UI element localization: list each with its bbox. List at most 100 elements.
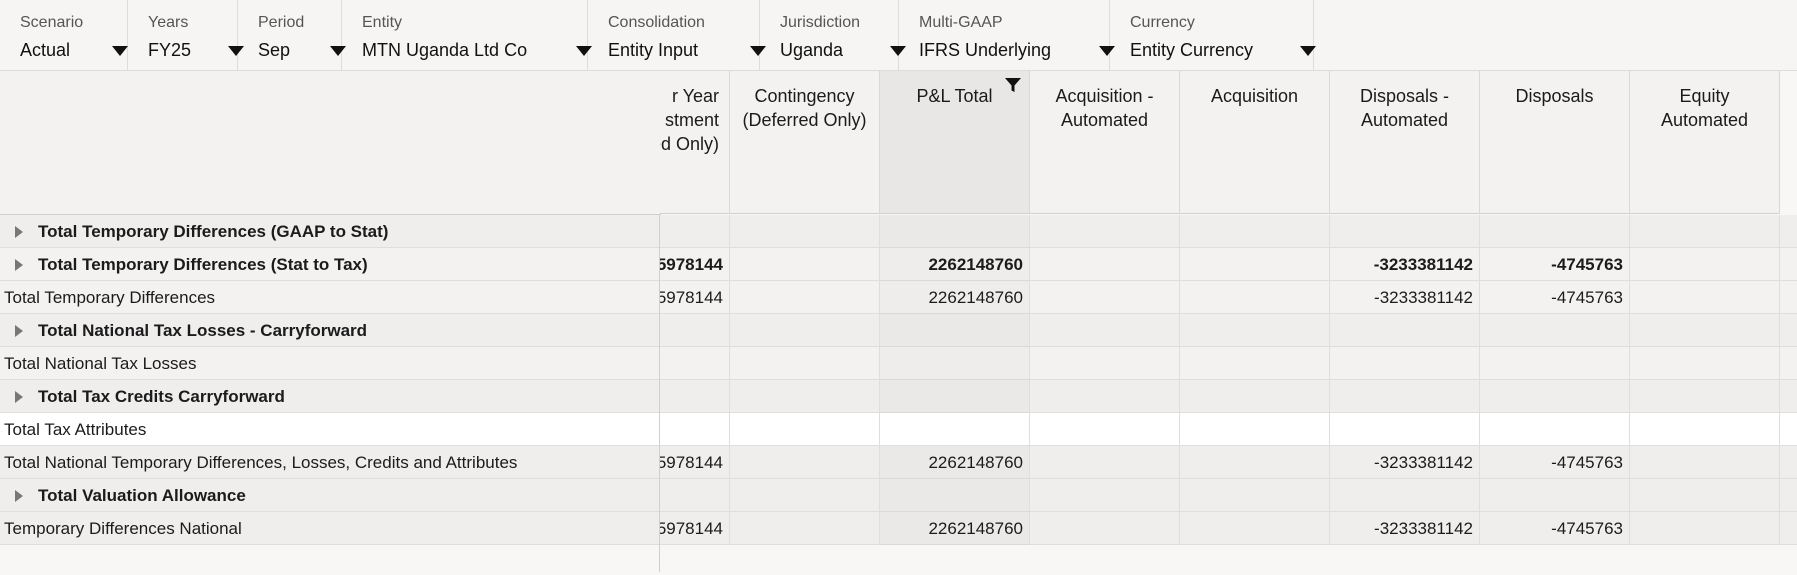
table-cell[interactable] [1180,347,1330,380]
table-cell[interactable] [1630,215,1780,248]
table-cell[interactable] [1180,215,1330,248]
table-cell[interactable]: 2262148760 [880,446,1030,479]
table-cell[interactable] [1180,512,1330,545]
table-cell[interactable] [660,380,730,413]
table-cell[interactable] [1030,512,1180,545]
table-cell[interactable]: 75978144 [660,446,730,479]
table-cell[interactable]: -4745763 [1480,512,1630,545]
row-header[interactable]: Total Temporary Differences (GAAP to Sta… [38,215,388,248]
pov-dropdown-period[interactable]: Period Sep [238,0,346,70]
table-cell[interactable] [1480,380,1630,413]
table-cell[interactable]: -3233381142 [1330,512,1480,545]
table-cell[interactable]: -4745763 [1480,248,1630,281]
table-cell[interactable] [730,446,880,479]
pov-dropdown-currency[interactable]: Currency Entity Currency [1110,0,1316,70]
table-cell[interactable] [880,479,1030,512]
table-cell[interactable] [1180,413,1330,446]
caret-down-icon[interactable] [750,46,766,56]
table-cell[interactable] [1180,380,1330,413]
column-header[interactable]: Acquisition - Automated [1030,71,1180,214]
table-cell[interactable] [1330,215,1480,248]
table-cell[interactable] [1630,479,1780,512]
pov-dropdown-consolidation[interactable]: Consolidation Entity Input [588,0,766,70]
filter-icon[interactable] [1003,75,1023,95]
table-cell[interactable] [1330,380,1480,413]
caret-down-icon[interactable] [576,46,592,56]
caret-down-icon[interactable] [228,46,244,56]
caret-down-icon[interactable] [1099,46,1115,56]
table-cell[interactable] [1630,380,1780,413]
expand-triangle-icon[interactable] [15,259,23,271]
table-cell[interactable]: 75978144 [660,512,730,545]
table-cell[interactable] [1630,413,1780,446]
table-cell[interactable] [880,413,1030,446]
column-header[interactable]: Equity Automated [1630,71,1780,214]
table-cell[interactable] [1480,314,1630,347]
table-cell[interactable] [1480,215,1630,248]
table-cell[interactable] [1630,512,1780,545]
table-cell[interactable] [1030,314,1180,347]
table-cell[interactable]: -3233381142 [1330,281,1480,314]
table-cell[interactable] [880,314,1030,347]
table-cell[interactable] [880,380,1030,413]
table-cell[interactable] [1030,248,1180,281]
caret-down-icon[interactable] [112,46,128,56]
table-cell[interactable] [1330,347,1480,380]
column-header[interactable]: r Year stment ed Only) [660,71,730,214]
table-cell[interactable] [660,314,730,347]
table-cell[interactable] [1630,281,1780,314]
column-header[interactable]: P&L Total [880,71,1030,214]
table-cell[interactable] [1030,413,1180,446]
column-header[interactable]: Disposals - Automated [1330,71,1480,214]
table-cell[interactable] [730,413,880,446]
table-cell[interactable] [660,413,730,446]
row-header[interactable]: Total Valuation Allowance [38,479,246,512]
table-cell[interactable] [730,281,880,314]
table-cell[interactable] [1630,248,1780,281]
table-cell[interactable] [1330,314,1480,347]
caret-down-icon[interactable] [330,46,346,56]
table-cell[interactable]: 75978144 [660,248,730,281]
table-cell[interactable] [1030,281,1180,314]
table-cell[interactable] [1180,248,1330,281]
table-cell[interactable]: 2262148760 [880,512,1030,545]
row-header[interactable]: Total Temporary Differences (Stat to Tax… [38,248,368,281]
column-header[interactable]: Acquisition [1180,71,1330,214]
table-cell[interactable] [1030,347,1180,380]
table-cell[interactable] [1630,314,1780,347]
table-cell[interactable] [730,512,880,545]
table-cell[interactable] [1330,413,1480,446]
table-cell[interactable] [1480,479,1630,512]
table-cell[interactable]: -3233381142 [1330,446,1480,479]
table-cell[interactable] [730,248,880,281]
table-cell[interactable]: 2262148760 [880,281,1030,314]
expand-triangle-icon[interactable] [15,391,23,403]
pov-dropdown-multi-gaap[interactable]: Multi-GAAP IFRS Underlying [899,0,1115,70]
table-cell[interactable] [1180,281,1330,314]
table-cell[interactable] [1180,479,1330,512]
pov-dropdown-entity[interactable]: Entity MTN Uganda Ltd Co [342,0,592,70]
pov-dropdown-scenario[interactable]: Scenario Actual [0,0,128,70]
table-cell[interactable] [1330,479,1480,512]
table-cell[interactable] [660,479,730,512]
table-cell[interactable] [730,347,880,380]
table-cell[interactable] [730,380,880,413]
table-cell[interactable] [1480,347,1630,380]
table-cell[interactable]: -4745763 [1480,281,1630,314]
table-cell[interactable]: -3233381142 [1330,248,1480,281]
column-header[interactable]: Disposals [1480,71,1630,214]
table-cell[interactable]: 75978144 [660,281,730,314]
expand-triangle-icon[interactable] [15,490,23,502]
column-header[interactable]: Contingency (Deferred Only) [730,71,880,214]
table-cell[interactable] [1630,446,1780,479]
table-cell[interactable] [660,215,730,248]
table-cell[interactable] [880,347,1030,380]
table-cell[interactable] [730,215,880,248]
row-header[interactable]: Total Tax Credits Carryforward [38,380,285,413]
table-cell[interactable] [660,347,730,380]
table-cell[interactable] [1030,446,1180,479]
row-header[interactable]: Total National Tax Losses - Carryforward [38,314,367,347]
table-cell[interactable]: -4745763 [1480,446,1630,479]
table-cell[interactable] [730,479,880,512]
table-cell[interactable] [1030,215,1180,248]
